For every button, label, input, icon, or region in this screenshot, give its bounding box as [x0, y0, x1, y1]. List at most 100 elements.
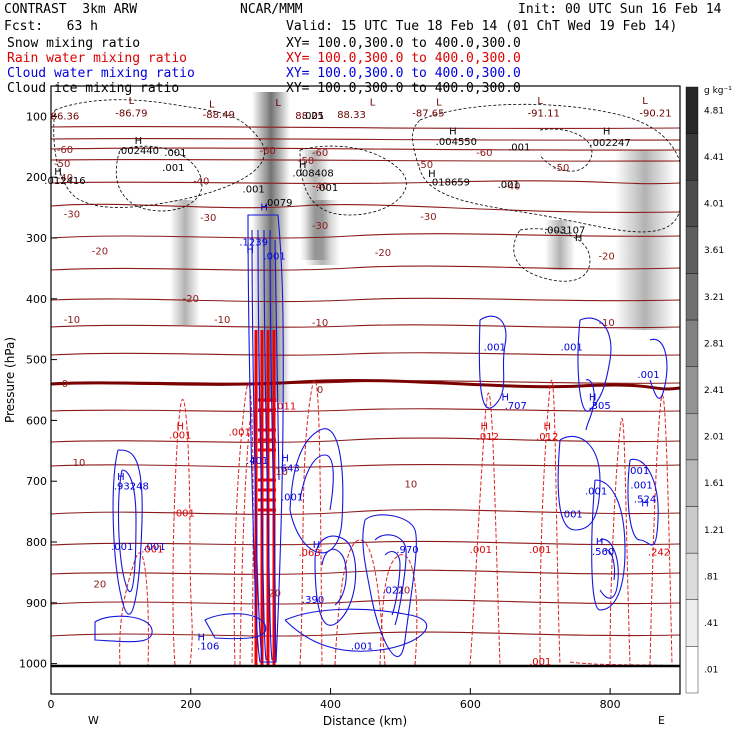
rain-label: .001	[173, 508, 195, 519]
y-tick-label: 100	[26, 110, 47, 123]
isotherm-label: -30	[312, 221, 328, 232]
isotherm-label: -20	[375, 248, 391, 259]
snow-label: .003107	[544, 226, 585, 237]
isotherm-label: -10	[214, 315, 230, 326]
snow-label: .001	[162, 163, 184, 174]
legend-snow-name: Snow mixing ratio	[7, 36, 141, 51]
x-tick-label: 200	[180, 698, 201, 711]
cloud-water-label: .001	[627, 466, 649, 477]
snow-label: .004550	[436, 137, 477, 148]
colorbar-label: 2.01	[704, 433, 724, 443]
isotherm-label: 10	[405, 479, 418, 490]
colorbar-label: 4.01	[704, 200, 724, 210]
cloud-water-label: H	[260, 203, 268, 214]
cloud-water-label: .93248	[114, 482, 149, 493]
snow-label: .001	[302, 111, 324, 122]
snow-label: .002247	[589, 138, 630, 149]
colorbar-label: 2.81	[704, 339, 724, 349]
rain-label: .012	[477, 432, 499, 443]
rain-label: .001	[141, 544, 163, 555]
cloud-water-label: .001	[351, 642, 373, 653]
cloud-water-label: .001	[484, 342, 506, 353]
isotherm-label: -40	[57, 173, 73, 184]
rain-label: .012	[536, 432, 558, 443]
low-value-label: 88.25	[295, 111, 324, 122]
rain-label: .001	[529, 545, 551, 556]
low-marker: L	[642, 96, 648, 107]
low-marker: L	[209, 99, 215, 110]
cloud-water-label: .401	[246, 456, 268, 467]
colorbar-swatch	[685, 599, 699, 647]
axis-ticks: 0 200 400 600 800100200300400500600700800900…	[19, 110, 621, 711]
cloud-water-label: .001	[630, 480, 652, 491]
snow-label: H	[54, 167, 62, 178]
cloud-water-label: .001	[637, 370, 659, 381]
snow-label: .012416	[44, 176, 85, 187]
isotherm-label: -10	[64, 315, 80, 326]
snow-label: .001	[164, 148, 186, 159]
low-value-label: -87.65	[412, 108, 444, 119]
cloud-water-label: .021	[382, 586, 404, 597]
y-tick-label: 400	[26, 293, 47, 306]
isotherm-label: -50	[298, 156, 314, 167]
isotherm-label: -50	[553, 163, 569, 174]
snow-label: .008408	[292, 169, 333, 180]
colorbar: 4.81 4.41 4.01 3.61 3.21 2.81 2.41 2.01 1.61 1.21…	[685, 86, 724, 694]
colorbar-swatch	[685, 552, 699, 600]
y-tick-label: 700	[26, 475, 47, 488]
colorbar-label: 4.81	[704, 106, 724, 116]
isotherm-label: -30	[64, 209, 80, 220]
low-marker: L	[129, 96, 135, 107]
cloud-water-label: .1239	[239, 237, 268, 248]
rain-label: .242	[648, 547, 670, 558]
cloud-water-label: H	[589, 392, 597, 403]
cloud-water-label: .001	[585, 487, 607, 498]
colorbar-swatch	[685, 366, 699, 414]
colorbar-swatch	[685, 506, 699, 554]
isotherm-label: 0	[62, 379, 68, 390]
y-axis-label: Pressure (hPa)	[3, 337, 17, 423]
east-marker: E	[658, 714, 665, 727]
isotherm-label: 20	[268, 589, 281, 600]
snow-label: .018659	[429, 178, 470, 189]
colorbar-swatch	[685, 413, 699, 461]
isotherm-label: 10	[73, 458, 86, 469]
isotherm-label: -50	[417, 160, 433, 171]
low-marker: L	[436, 97, 442, 108]
snow-label: .002440	[118, 146, 159, 157]
snow-label: H	[575, 233, 583, 244]
cloud-water-label: H	[641, 499, 649, 510]
isotherm-label: -60	[57, 145, 73, 156]
cloud-water-contours	[94, 214, 668, 663]
cloud-water-label: .001	[111, 542, 133, 553]
cloud-water-label: .970	[396, 545, 418, 556]
colorbar-label: .81	[704, 572, 718, 582]
cloud-water-label: .001	[561, 510, 583, 521]
colorbar-label: 4.41	[704, 153, 724, 163]
rain-label: .001	[529, 657, 551, 668]
rain-contours	[119, 379, 680, 667]
legend-rain-xy: XY= 100.0,300.0 to 400.0,300.0	[286, 51, 521, 66]
isotherm-label: -10	[598, 318, 614, 329]
low-marker: L	[275, 98, 281, 109]
cloud-water-label: .001	[561, 342, 583, 353]
cloud-water-label: H	[246, 245, 254, 256]
isotherm-label: -40	[312, 181, 328, 192]
west-marker: W	[88, 714, 99, 727]
isotherm-label: -60	[476, 148, 492, 159]
y-tick-label: 600	[26, 414, 47, 427]
isotherm-label: -30	[200, 213, 216, 224]
isotherm-label: -40	[193, 176, 209, 187]
colorbar-label: .01	[704, 666, 718, 676]
legend-cloud-ice-name: Cloud ice mixing ratio	[7, 81, 180, 96]
x-tick-label: 600	[460, 698, 481, 711]
legend-cloud-ice-xy: XY= 100.0,300.0 to 400.0,300.0	[286, 81, 521, 96]
legend-cloud-water-xy: XY= 100.0,300.0 to 400.0,300.0	[286, 66, 521, 81]
snow-label: H	[299, 160, 307, 171]
colorbar-label: 3.21	[704, 293, 724, 303]
rain-label: .011	[274, 401, 296, 412]
low-value-label: -86.79	[115, 108, 147, 119]
colorbar-swatch	[685, 180, 699, 228]
isotherm-label: -20	[183, 294, 199, 305]
x-axis-label: Distance (km)	[323, 714, 407, 728]
